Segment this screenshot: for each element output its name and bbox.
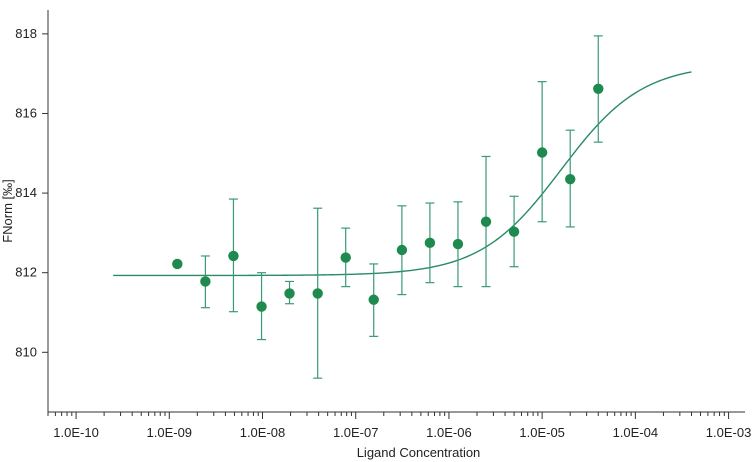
y-tick-label: 814 bbox=[15, 185, 37, 200]
data-point bbox=[340, 252, 351, 263]
x-tick-label: 1.0E-04 bbox=[613, 425, 659, 440]
data-point bbox=[565, 173, 576, 185]
data-point bbox=[396, 244, 408, 256]
x-tick-label: 1.0E-07 bbox=[333, 425, 379, 440]
x-tick-label: 1.0E-03 bbox=[706, 425, 752, 440]
ticks: 1.0E-10 1.0E-09 1.0E-08 1.0E-07 1.0E-06 1.0E-… bbox=[15, 26, 751, 440]
error-bars-layer bbox=[200, 35, 603, 379]
x-tick-label: 1.0E-08 bbox=[240, 425, 286, 440]
y-tick-label: 816 bbox=[15, 105, 37, 120]
data-point bbox=[424, 237, 436, 249]
y-tick-label: 812 bbox=[15, 265, 37, 280]
axes bbox=[47, 10, 745, 413]
data-point bbox=[452, 238, 464, 250]
x-tick-label: 1.0E-06 bbox=[426, 425, 472, 440]
y-tick-label: 810 bbox=[15, 344, 37, 359]
data-point bbox=[536, 147, 548, 158]
x-tick-label: 1.0E-09 bbox=[147, 425, 193, 440]
x-tick-label: 1.0E-10 bbox=[53, 425, 99, 440]
x-tick-label: 1.0E-05 bbox=[519, 425, 565, 440]
data-point bbox=[284, 288, 295, 299]
data-point bbox=[228, 250, 239, 262]
data-point bbox=[593, 83, 604, 95]
y-tick-label: 818 bbox=[15, 26, 37, 41]
data-point bbox=[312, 288, 323, 299]
data-point bbox=[200, 276, 211, 287]
data-point bbox=[256, 301, 267, 312]
data-points-layer bbox=[172, 83, 604, 312]
data-point bbox=[480, 216, 492, 227]
x-axis-title: Ligand Concentration bbox=[357, 445, 481, 460]
data-point bbox=[368, 294, 379, 305]
y-axis-title: FNorm [‰] bbox=[0, 179, 15, 243]
data-point bbox=[508, 226, 520, 237]
data-point bbox=[172, 258, 183, 270]
